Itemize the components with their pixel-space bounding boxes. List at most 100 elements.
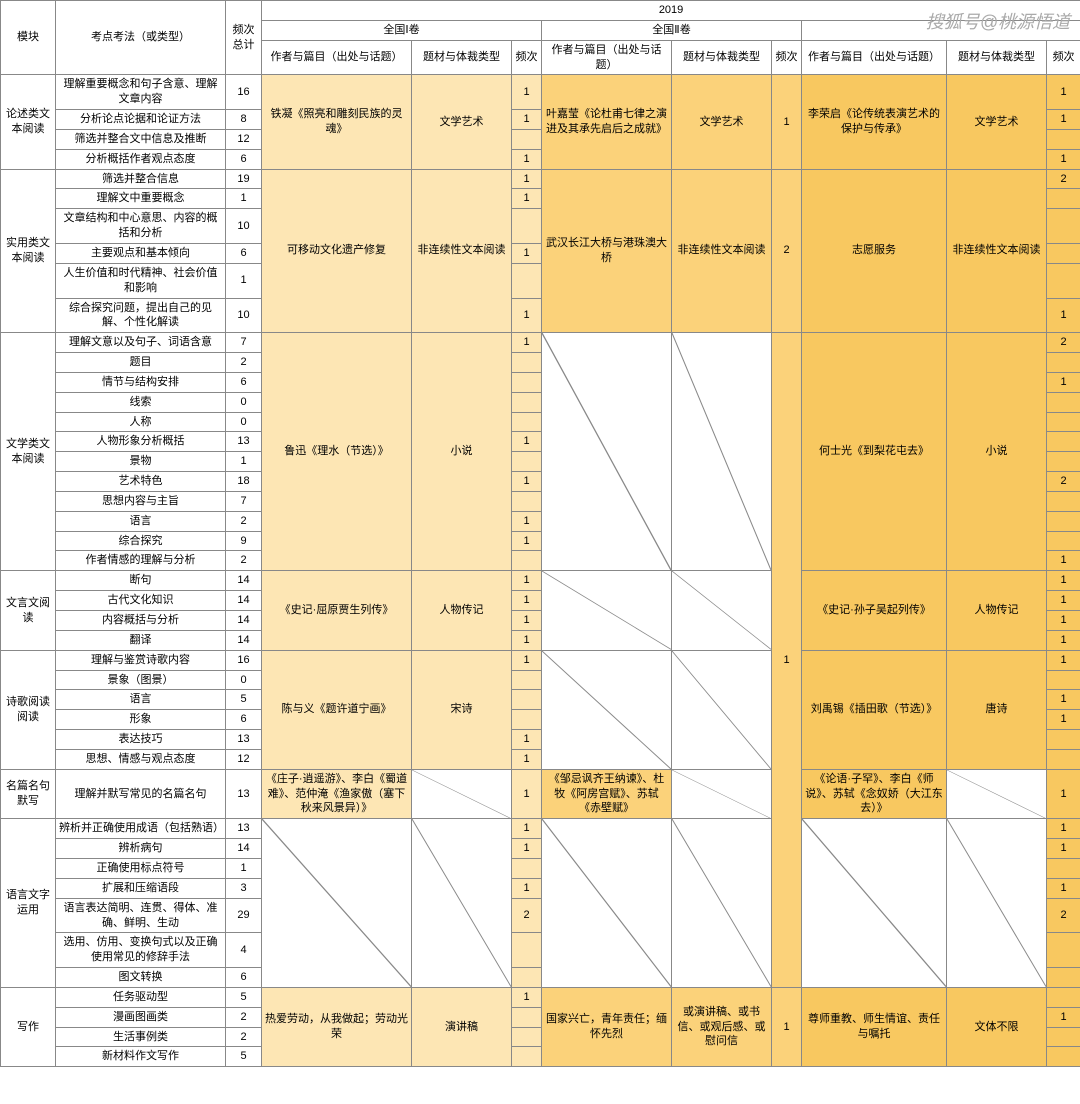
watermark-text: 搜狐号@桃源悟道	[926, 8, 1070, 34]
cell: 1	[512, 432, 542, 452]
cell	[1047, 670, 1080, 690]
cell: 1	[1047, 1007, 1080, 1027]
cell: 小说	[947, 333, 1047, 571]
cell: 演讲稿	[412, 987, 512, 1066]
cell: 2	[512, 898, 542, 933]
cell: 思想、情感与观点态度	[56, 749, 226, 769]
cell: 1	[772, 75, 802, 169]
cell: 1	[1047, 149, 1080, 169]
cell	[1047, 432, 1080, 452]
cell: 1	[512, 298, 542, 333]
cell: 6	[226, 968, 262, 988]
cell: 12	[226, 129, 262, 149]
cell	[512, 690, 542, 710]
cell: 或演讲稿、或书信、或观后感、或慰问信	[672, 987, 772, 1066]
diagonal-cell	[947, 819, 1047, 988]
cell: 诗歌阅读阅读	[1, 650, 56, 769]
cell: 1	[512, 189, 542, 209]
cell: 10	[226, 298, 262, 333]
cell: 0	[226, 392, 262, 412]
cell: 名篇名句默写	[1, 769, 56, 819]
cell	[512, 412, 542, 432]
cell: 12	[226, 749, 262, 769]
cell	[1047, 263, 1080, 298]
cell: 人物形象分析概括	[56, 432, 226, 452]
cell: 1	[1047, 591, 1080, 611]
cell: 1	[512, 511, 542, 531]
cell	[512, 933, 542, 968]
cell: 1	[1047, 110, 1080, 130]
cell: 内容概括与分析	[56, 611, 226, 631]
cell: 语言	[56, 690, 226, 710]
cell: 古代文化知识	[56, 591, 226, 611]
cell	[512, 129, 542, 149]
cell	[1047, 189, 1080, 209]
cell: 分析论点论据和论证方法	[56, 110, 226, 130]
cell: 2	[1047, 333, 1080, 353]
diagonal-cell	[947, 769, 1047, 819]
cell: 宋诗	[412, 650, 512, 769]
cell: 生活事例类	[56, 1027, 226, 1047]
cell: 理解重要概念和句子含意、理解文章内容	[56, 75, 226, 110]
cell: 线索	[56, 392, 226, 412]
cell: 理解文意以及句子、词语含意	[56, 333, 226, 353]
cell: 《论语·子罕》、李白《师说》、苏轼《念奴娇（大江东去）》	[802, 769, 947, 819]
cell: 辨析并正确使用成语（包括熟语）	[56, 819, 226, 839]
cell: 1	[1047, 769, 1080, 819]
cell	[512, 392, 542, 412]
cell: 选用、仿用、变换句式以及正确使用常见的修辞手法	[56, 933, 226, 968]
cell: 1	[1047, 571, 1080, 591]
cell	[1047, 858, 1080, 878]
cell: 1	[512, 730, 542, 750]
cell	[1047, 243, 1080, 263]
cell	[1047, 968, 1080, 988]
cell	[512, 209, 542, 244]
cell: 2	[226, 353, 262, 373]
cell: 7	[226, 491, 262, 511]
cell: 人称	[56, 412, 226, 432]
cell: 艺术特色	[56, 472, 226, 492]
cell: 1	[512, 591, 542, 611]
diagonal-cell	[672, 650, 772, 769]
cell: 扩展和压缩语段	[56, 878, 226, 898]
cell: 景象（图景）	[56, 670, 226, 690]
cell: 景物	[56, 452, 226, 472]
cell: 1	[1047, 551, 1080, 571]
cell: 《史记·孙子吴起列传》	[802, 571, 947, 650]
cell: 陈与义《题许道宁画》	[262, 650, 412, 769]
cell: 文体不限	[947, 987, 1047, 1066]
cell: 文章结构和中心意思、内容的概括和分析	[56, 209, 226, 244]
cell: 1	[772, 987, 802, 1066]
cell: 理解并默写常见的名篇名句	[56, 769, 226, 819]
cell: 5	[226, 690, 262, 710]
cell: 1	[226, 452, 262, 472]
cell: 19	[226, 169, 262, 189]
cell: 叶嘉莹《论杜甫七律之演进及其承先启后之成就》	[542, 75, 672, 169]
cell	[512, 968, 542, 988]
cell: 文言文阅读	[1, 571, 56, 650]
cell: 文学艺术	[947, 75, 1047, 169]
hdr-p3-freq: 频次	[1047, 40, 1080, 75]
cell: 1	[226, 263, 262, 298]
cell: 人生价值和时代精神、社会价值和影响	[56, 263, 226, 298]
cell	[512, 372, 542, 392]
diagonal-cell	[542, 650, 672, 769]
hdr-p1-freq: 频次	[512, 40, 542, 75]
cell: 1	[512, 472, 542, 492]
hdr-p1-topic: 题材与体裁类型	[412, 40, 512, 75]
hdr-module: 模块	[1, 1, 56, 75]
cell: 1	[1047, 630, 1080, 650]
cell: 4	[226, 933, 262, 968]
cell: 5	[226, 1047, 262, 1067]
cell	[1047, 531, 1080, 551]
diagonal-cell	[672, 769, 772, 819]
cell: 1	[512, 149, 542, 169]
cell: 1	[1047, 690, 1080, 710]
cell: 非连续性文本阅读	[947, 169, 1047, 333]
cell	[1047, 511, 1080, 531]
cell: 图文转换	[56, 968, 226, 988]
cell: 1	[1047, 611, 1080, 631]
cell: 非连续性文本阅读	[412, 169, 512, 333]
cell	[512, 551, 542, 571]
cell	[512, 1027, 542, 1047]
